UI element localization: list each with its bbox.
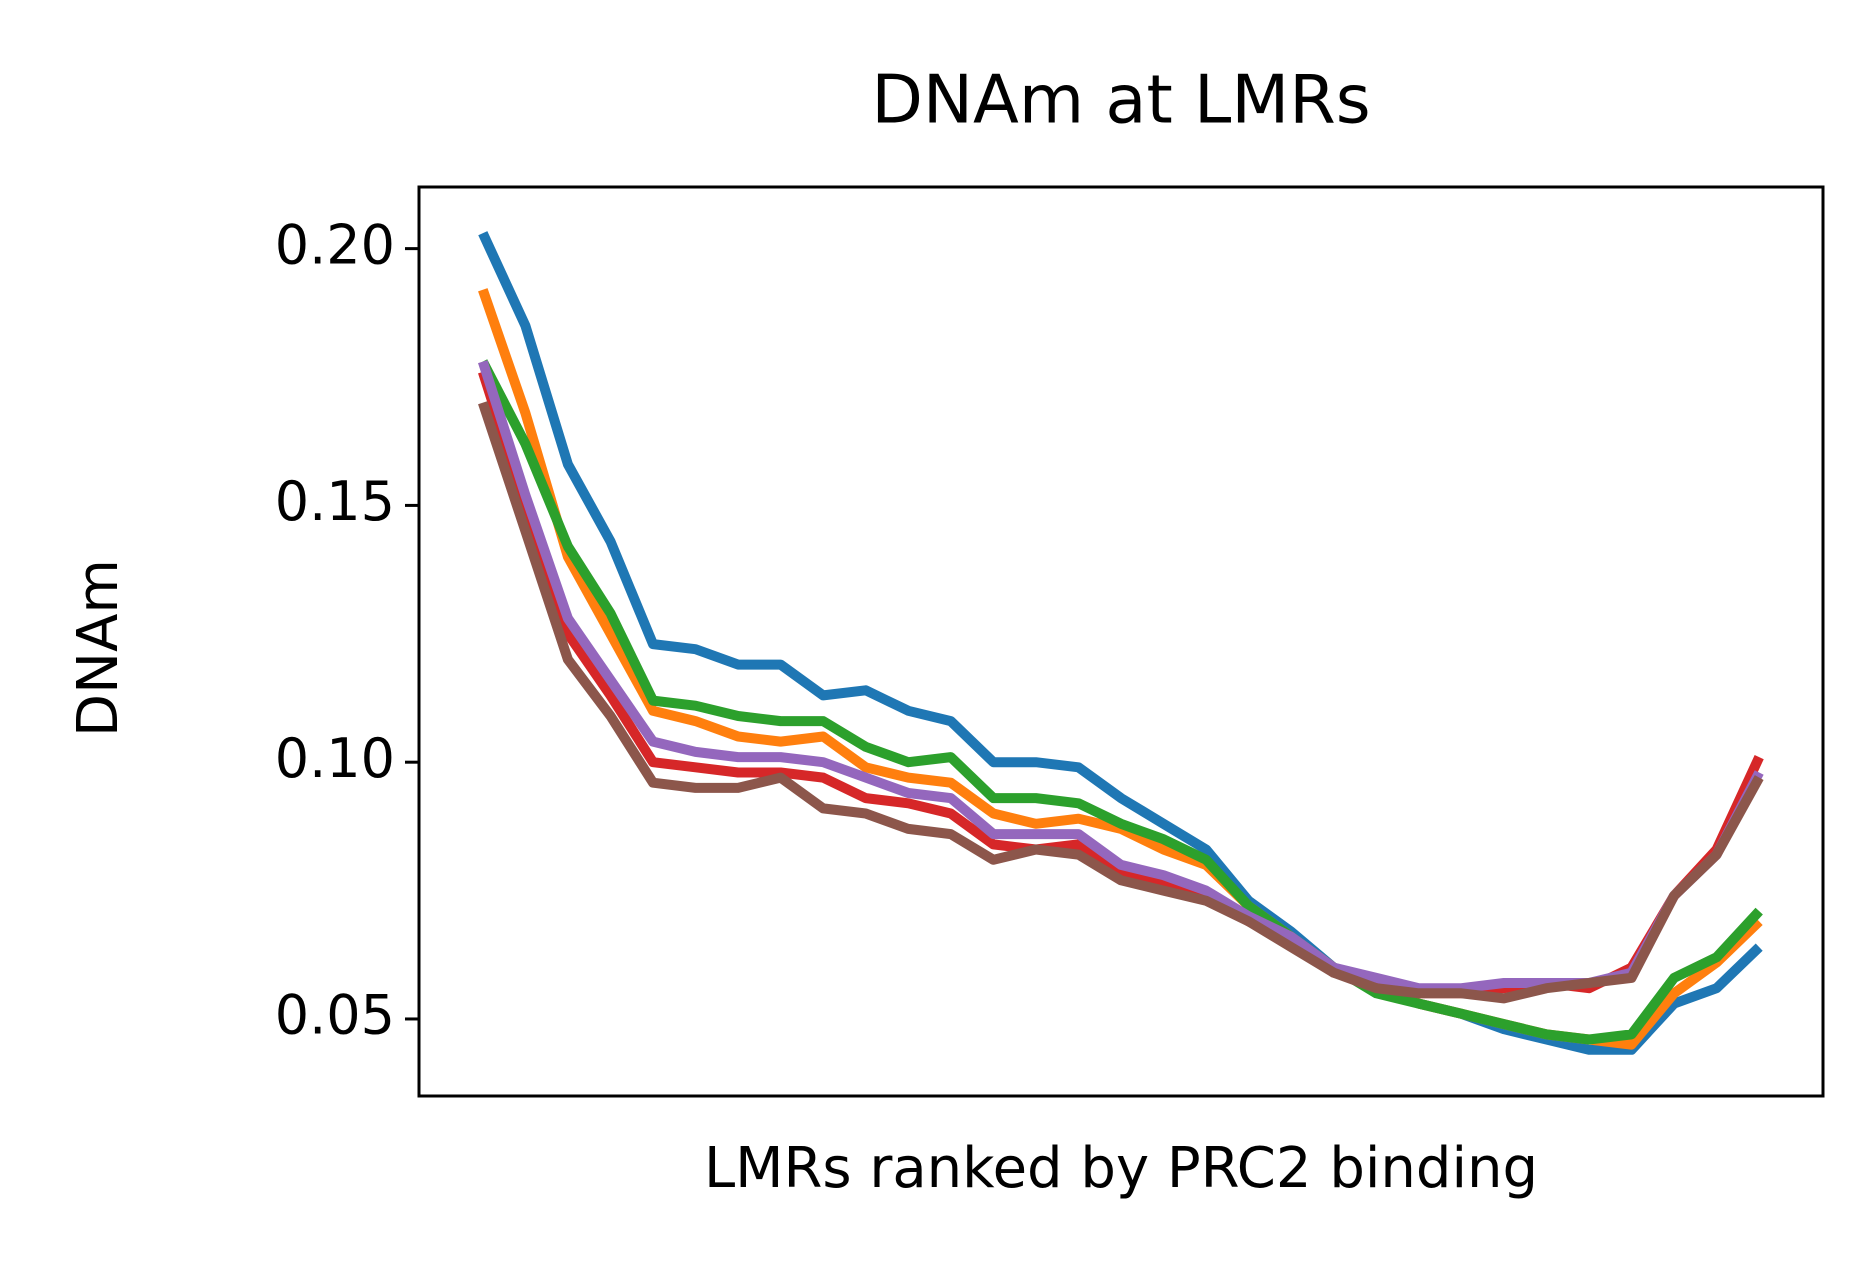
data-line — [478, 360, 1764, 994]
data-line — [478, 401, 1764, 1004]
y-tick-label: 0.05 — [275, 984, 395, 1047]
data-line — [478, 359, 1763, 1045]
data-line — [478, 288, 1763, 1050]
data-line — [478, 370, 1764, 999]
x-axis-label: LMRs ranked by PRC2 binding — [704, 1136, 1538, 1201]
y-axis-label: DNAm — [66, 559, 131, 737]
y-tick-label: 0.20 — [275, 213, 395, 276]
data-line — [478, 231, 1763, 1055]
y-tick-label: 0.15 — [275, 470, 395, 533]
chart-title: DNAm at LMRs — [871, 61, 1370, 139]
plot-frame — [417, 185, 1825, 1098]
y-tick-label: 0.10 — [275, 727, 395, 790]
